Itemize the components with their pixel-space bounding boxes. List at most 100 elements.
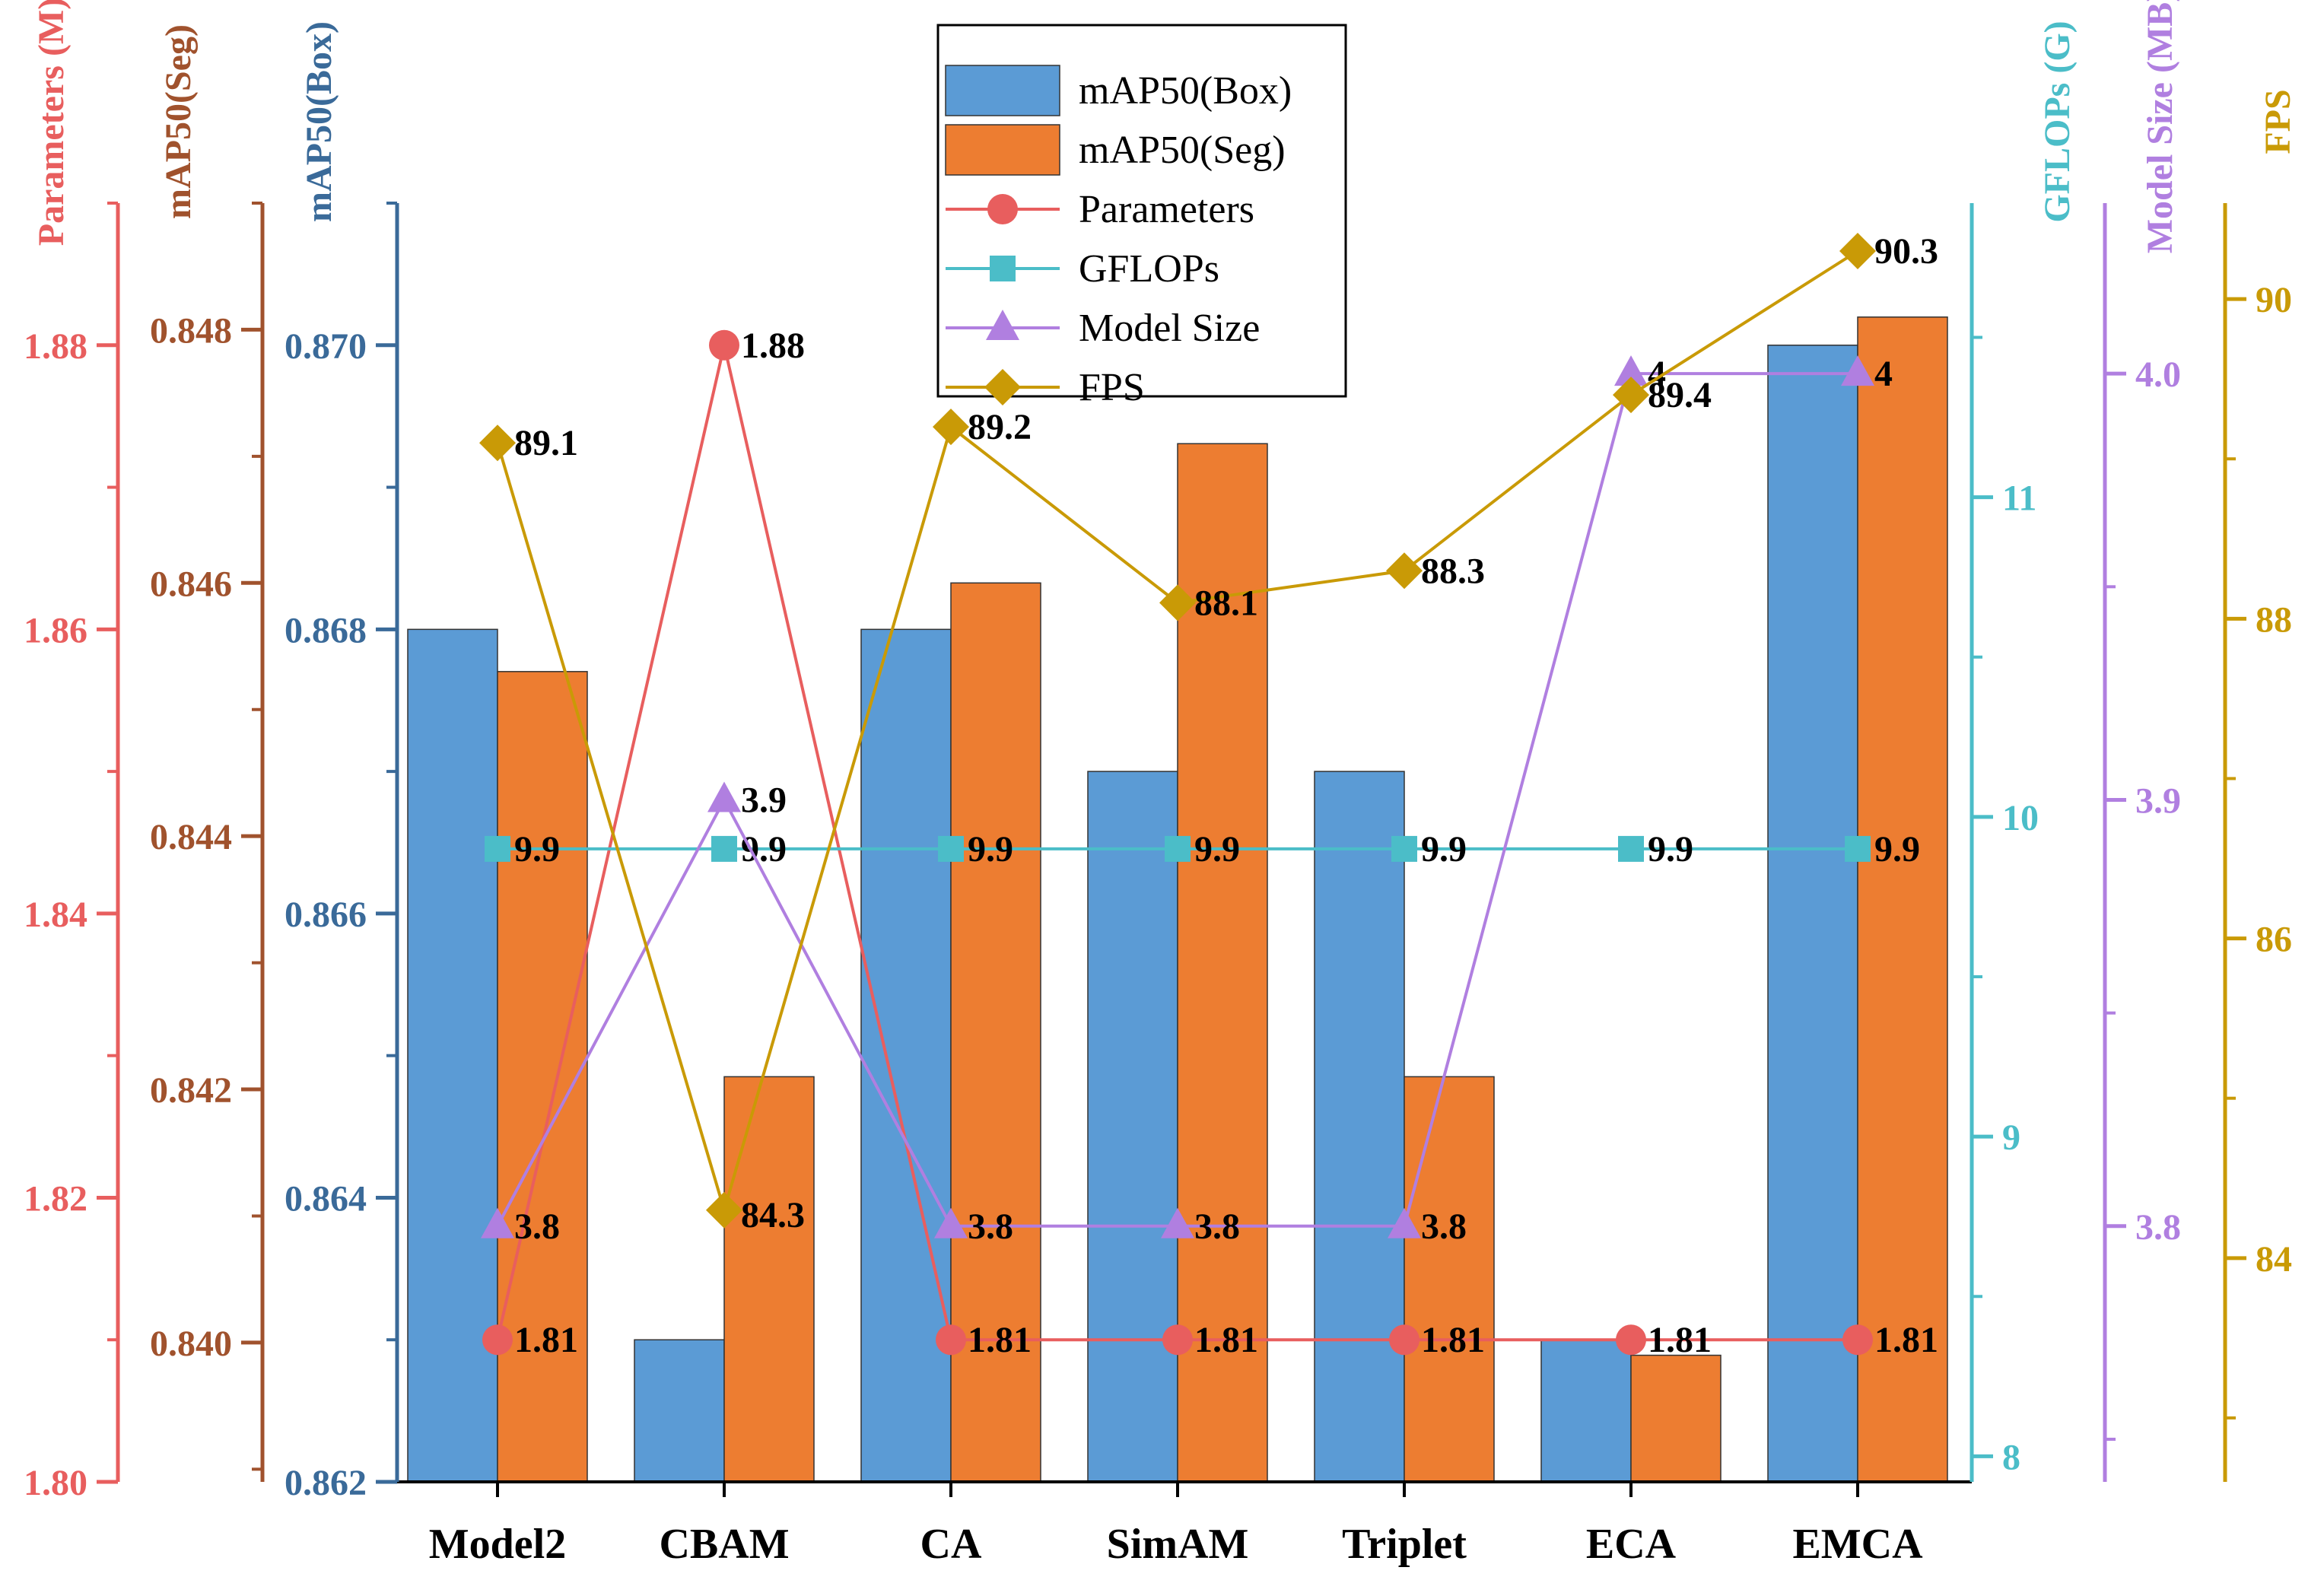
marker-gflops-cbam: [711, 835, 737, 862]
bar-seg-ca: [950, 582, 1041, 1483]
data-label-params: 1.88: [741, 326, 805, 366]
bar-box-cbam: [634, 1339, 725, 1483]
legend-swatch-map50-seg: [945, 124, 1060, 176]
marker-fps-ca: [933, 409, 969, 446]
bar-seg-model2: [497, 671, 588, 1483]
marker-params-triplet: [1389, 1324, 1420, 1356]
bar-box-emca: [1767, 345, 1858, 1483]
marker-size-triplet: [1388, 1207, 1421, 1238]
axis-box-tick-label: 0.864: [285, 1178, 367, 1219]
axis-size-title: Model Size (MB): [2140, 0, 2180, 253]
data-label-size: 3.8: [968, 1206, 1013, 1247]
legend-marker-model-size: [986, 310, 1019, 340]
data-label-gflops: 9.9: [968, 829, 1013, 869]
x-tick-label: Triplet: [1342, 1521, 1467, 1568]
bar-box-eca: [1540, 1339, 1632, 1483]
marker-fps-eca: [1613, 377, 1649, 414]
bar-box-model2: [407, 628, 498, 1483]
data-label-gflops: 9.9: [741, 829, 787, 869]
axis-fps-tick-label: 84: [2256, 1239, 2292, 1280]
legend-swatch-map50-box: [945, 65, 1060, 116]
axis-params-tick-label: 1.82: [24, 1178, 87, 1219]
data-label-params: 1.81: [1648, 1320, 1712, 1360]
axis-size-tick-label: 3.9: [2135, 780, 2181, 821]
bar-seg-emca: [1857, 316, 1948, 1483]
data-label-fps: 89.4: [1648, 375, 1712, 415]
data-label-fps: 88.1: [1194, 583, 1258, 623]
axis-fps-tick-label: 86: [2256, 920, 2292, 960]
marker-params-emca: [1842, 1324, 1873, 1356]
legend-label-fps: FPS: [1079, 366, 1145, 409]
marker-size-emca: [1841, 355, 1874, 386]
axis-fps-tick-label: 90: [2256, 280, 2292, 320]
marker-gflops-emca: [1845, 835, 1871, 862]
bar-seg-simam: [1177, 443, 1268, 1483]
legend-label-model-size: Model Size: [1079, 307, 1260, 350]
marker-size-ca: [934, 1207, 968, 1238]
data-label-fps: 88.3: [1421, 551, 1485, 591]
axis-box-tick-label: 0.862: [285, 1463, 367, 1503]
axis-box-tick-label: 0.870: [285, 326, 367, 367]
data-label-size: 3.8: [514, 1206, 560, 1247]
marker-fps-simam: [1159, 584, 1196, 622]
marker-fps-triplet: [1386, 552, 1423, 590]
bar-seg-eca: [1630, 1354, 1722, 1483]
data-label-size: 4: [1874, 354, 1893, 394]
marker-gflops-simam: [1165, 835, 1191, 862]
axis-params-tick-label: 1.88: [24, 326, 87, 367]
x-tick-label: CBAM: [659, 1521, 789, 1568]
x-tick-label: ECA: [1586, 1521, 1677, 1568]
data-label-size: 3.8: [1421, 1206, 1467, 1247]
data-label-size: 3.8: [1194, 1206, 1240, 1247]
legend-label-parameters: Parameters: [1079, 188, 1254, 231]
legend-label-map50-seg: mAP50(Seg): [1079, 129, 1286, 172]
axis-gflops-tick-label: 10: [2002, 798, 2039, 838]
data-label-gflops: 9.9: [1874, 829, 1920, 869]
axis-box-title: mAP50(Box): [299, 21, 339, 222]
axis-gflops-tick-label: 9: [2002, 1117, 2020, 1158]
axis-gflops-tick-label: 8: [2002, 1437, 2020, 1477]
legend-marker-fps: [984, 369, 1021, 405]
axis-fps-title: FPS: [2258, 89, 2298, 154]
data-label-gflops: 9.9: [1421, 829, 1467, 869]
bar-box-ca: [860, 628, 952, 1483]
bar-box-simam: [1087, 771, 1178, 1483]
axis-params-tick-label: 1.86: [24, 610, 87, 650]
axis-seg-tick-label: 0.840: [150, 1324, 232, 1364]
axis-params-tick-label: 1.84: [24, 895, 87, 935]
x-tick-label: CA: [920, 1521, 982, 1568]
marker-size-cbam: [707, 781, 741, 812]
axis-seg-title: mAP50(Seg): [158, 24, 199, 219]
axis-box-tick-label: 0.866: [285, 895, 367, 935]
axis-seg-tick-label: 0.844: [150, 817, 232, 857]
data-label-fps: 84.3: [741, 1195, 805, 1235]
marker-params-eca: [1616, 1324, 1646, 1356]
axis-size-tick-label: 3.8: [2135, 1207, 2181, 1248]
legend-label-map50-box: mAP50(Box): [1079, 69, 1292, 113]
marker-fps-model2: [479, 424, 516, 462]
legend-label-gflops: GFLOPs: [1079, 247, 1219, 291]
legend-marker-gflops: [990, 256, 1016, 281]
data-label-gflops: 9.9: [1194, 829, 1240, 869]
axis-gflops-title: GFLOPs (G): [2037, 21, 2078, 222]
data-label-fps: 89.1: [514, 423, 578, 463]
axis-params-tick-label: 1.80: [24, 1463, 87, 1503]
data-label-fps: 90.3: [1874, 231, 1938, 272]
marker-params-ca: [936, 1324, 966, 1356]
x-tick-label: EMCA: [1792, 1521, 1923, 1568]
bar-seg-cbam: [723, 1076, 815, 1483]
data-label-params: 1.81: [968, 1320, 1032, 1360]
marker-gflops-ca: [938, 835, 964, 862]
marker-size-model2: [481, 1207, 514, 1238]
data-label-size: 3.9: [741, 780, 787, 820]
marker-gflops-triplet: [1391, 835, 1417, 862]
data-label-params: 1.81: [514, 1320, 578, 1360]
x-tick-label: Model2: [429, 1521, 566, 1568]
axis-box-tick-label: 0.868: [285, 610, 367, 650]
marker-params-simam: [1162, 1324, 1193, 1356]
data-label-gflops: 9.9: [514, 829, 560, 869]
marker-params-model2: [482, 1324, 513, 1356]
axis-params-title: Parameters (M): [31, 0, 72, 246]
data-label-fps: 89.2: [968, 407, 1032, 447]
